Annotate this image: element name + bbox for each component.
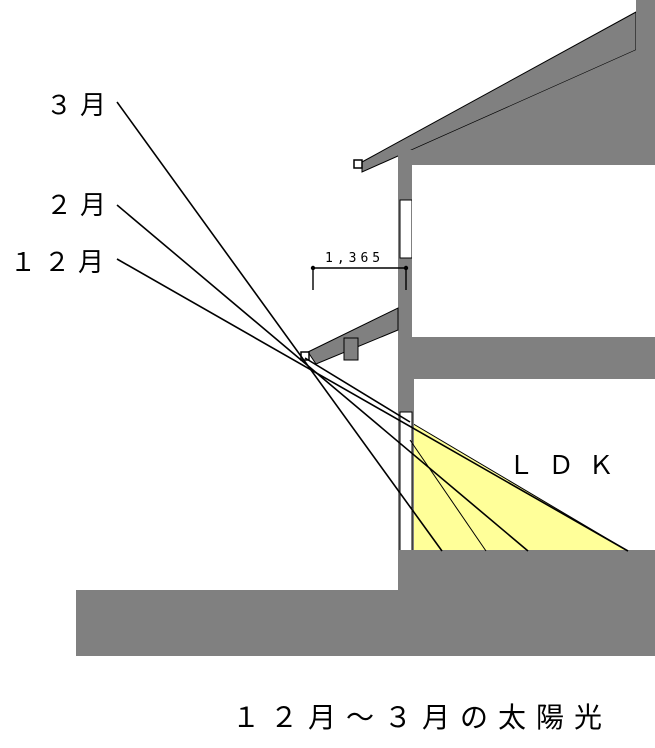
label-february: ２月 — [46, 191, 114, 221]
ground — [76, 550, 655, 656]
ray-divider-1 — [409, 439, 487, 552]
room-label-ldk: ＬＤＫ — [508, 451, 628, 481]
ray-february — [116, 204, 529, 552]
lower-window — [399, 411, 413, 553]
upper-structure — [412, 0, 655, 165]
upper-window — [399, 199, 413, 259]
ray-december — [116, 258, 629, 552]
ray-march — [116, 101, 443, 552]
dimension-label: 1,365 — [325, 251, 384, 266]
upper-room — [412, 165, 655, 337]
eave-beam — [343, 337, 359, 361]
dimension-dot-left — [310, 265, 316, 271]
label-december: １２月 — [10, 248, 112, 278]
floor-slab — [412, 337, 655, 379]
upper-roof-gutter — [353, 159, 363, 169]
dimension-dot-right — [403, 265, 409, 271]
caption: １２月～３月の太陽光 — [232, 701, 612, 734]
ray-march-inner — [304, 357, 411, 423]
label-march: ３月 — [46, 91, 114, 121]
lower-eave — [307, 307, 399, 365]
